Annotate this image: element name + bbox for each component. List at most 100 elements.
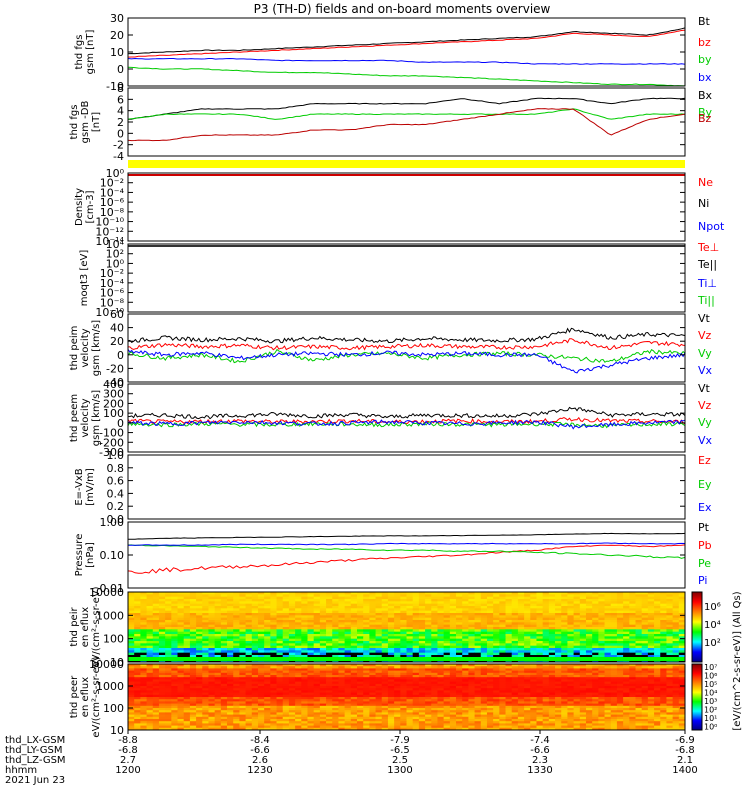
heatmap-cell	[307, 652, 315, 656]
heatmap-cell	[375, 648, 383, 651]
heatmap-cell	[592, 668, 599, 671]
heatmap-cell	[505, 636, 513, 640]
heatmap-cell	[158, 705, 166, 709]
heatmap-cell	[257, 620, 265, 623]
heatmap-cell	[245, 615, 253, 619]
heatmap-cell	[604, 599, 612, 602]
heatmap-cell	[387, 666, 395, 669]
heatmap-cell	[356, 631, 364, 635]
heatmap-cell	[511, 638, 519, 642]
heatmap-cell	[356, 613, 364, 616]
heatmap-cell	[456, 681, 463, 685]
ytick-label: 10⁻⁴	[100, 186, 125, 199]
heatmap-cell	[524, 603, 531, 607]
heatmap-cell	[579, 596, 587, 600]
heatmap-cell	[486, 613, 494, 616]
heatmap-cell	[356, 594, 364, 598]
heatmap-cell	[536, 686, 544, 689]
heatmap-cell	[480, 703, 488, 707]
heatmap-cell	[313, 659, 321, 663]
heatmap-cell	[530, 683, 537, 687]
heatmap-cell	[672, 592, 680, 595]
heatmap-cell	[288, 652, 296, 656]
heatmap-cell	[158, 697, 166, 700]
heatmap-cell	[134, 708, 141, 711]
heatmap-cell	[437, 645, 445, 649]
heatmap-cell	[140, 650, 147, 654]
heatmap-cell	[307, 627, 315, 630]
heatmap-cell	[295, 688, 302, 691]
heatmap-cell	[332, 610, 339, 614]
heatmap-cell	[288, 677, 296, 680]
heatmap-cell	[375, 624, 383, 628]
heatmap-cell	[499, 629, 506, 633]
heatmap-cell	[264, 683, 271, 687]
heatmap-cell	[171, 650, 178, 654]
heatmap-cell	[381, 652, 389, 656]
heatmap-cell	[604, 643, 612, 647]
heatmap-cell	[561, 672, 568, 676]
heatmap-cell	[517, 622, 525, 626]
heatmap-cell	[239, 617, 246, 621]
heatmap-cell	[499, 648, 506, 651]
heatmap-cell	[202, 636, 209, 640]
heatmap-cell	[251, 686, 259, 689]
legend-entry: Ti||	[697, 294, 715, 307]
heatmap-cell	[196, 638, 203, 642]
heatmap-cell	[610, 668, 618, 671]
heatmap-cell	[629, 648, 636, 651]
heatmap-cell	[548, 677, 556, 680]
heatmap-cell	[276, 622, 284, 626]
heatmap-cell	[418, 681, 426, 685]
heatmap-cell	[406, 645, 414, 649]
heatmap-cell	[530, 622, 537, 626]
heatmap-cell	[499, 599, 506, 602]
heatmap-cell	[561, 592, 568, 595]
heatmap-cell	[623, 710, 630, 713]
heatmap-cell	[196, 594, 203, 598]
heatmap-cell	[307, 668, 315, 671]
heatmap-cell	[635, 617, 643, 621]
heatmap-cell	[326, 631, 333, 635]
heatmap-cell	[264, 599, 271, 602]
heatmap-cell	[214, 624, 222, 628]
heatmap-cell	[220, 668, 228, 671]
heatmap-cell	[177, 679, 185, 682]
heatmap-cell	[585, 672, 593, 676]
heatmap-cell	[548, 620, 556, 623]
heatmap-cell	[233, 617, 240, 621]
heatmap-cell	[387, 617, 395, 621]
heatmap-cell	[536, 638, 544, 642]
heatmap-cell	[499, 645, 506, 649]
heatmap-cell	[579, 606, 587, 609]
heatmap-cell	[418, 641, 426, 644]
heatmap-cell	[307, 679, 315, 682]
heatmap-cell	[369, 629, 376, 633]
heatmap-cell	[511, 631, 519, 635]
heatmap-cell	[406, 659, 414, 663]
heatmap-cell	[567, 615, 574, 619]
heatmap-cell	[202, 634, 209, 637]
heatmap-cell	[245, 701, 253, 704]
heatmap-cell	[499, 641, 506, 644]
heatmap-cell	[282, 615, 290, 619]
heatmap-cell	[282, 668, 290, 671]
heatmap-cell	[641, 645, 649, 649]
heatmap-cell	[418, 652, 426, 656]
heatmap-cell	[493, 613, 500, 616]
heatmap-cell	[654, 648, 661, 651]
heatmap-cell	[338, 659, 346, 663]
heatmap-cell	[480, 650, 488, 654]
heatmap-cell	[189, 613, 197, 616]
heatmap-cell	[425, 692, 432, 696]
heatmap-cell	[375, 636, 383, 640]
ytick-label: 10⁴	[106, 238, 125, 251]
heatmap-cell	[233, 601, 240, 605]
heatmap-cell	[128, 606, 135, 609]
heatmap-cell	[449, 712, 457, 715]
heatmap-cell	[647, 677, 655, 680]
heatmap-cell	[598, 670, 605, 674]
heatmap-cell	[585, 617, 593, 621]
heatmap-cell	[208, 594, 216, 598]
heatmap-cell	[381, 697, 389, 700]
